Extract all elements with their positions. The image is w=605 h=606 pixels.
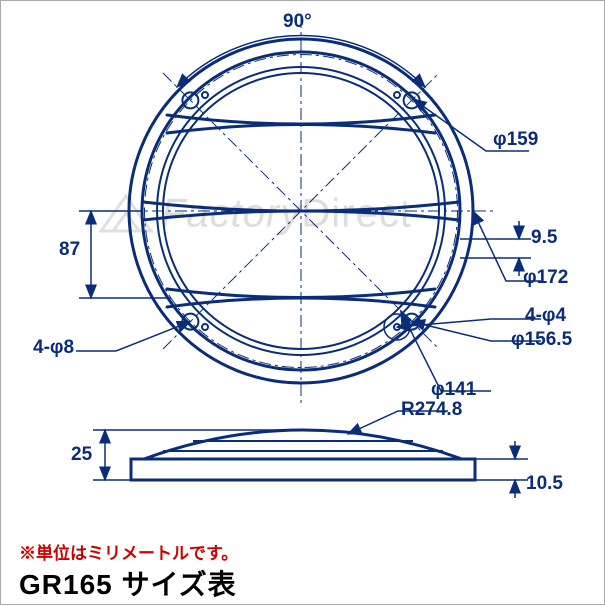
drawing-svg [1,1,605,606]
diagram-container: FactoryDirect [0,0,605,605]
dim-9-5: 9.5 [531,227,557,249]
dim-87: 87 [59,239,80,261]
dim-r2748: R274.8 [401,399,462,421]
dim-25: 25 [71,444,92,466]
dim-angle-90: 90° [283,11,312,33]
dim-dia159: φ159 [493,129,538,151]
title: GR165 サイズ表 [19,563,237,603]
front-view [76,16,541,406]
side-view [93,411,528,498]
unit-note: ※単位はミリメートルです。 [19,539,238,564]
dim-dia141: φ141 [431,379,476,401]
dim-dia1565: φ156.5 [511,329,572,351]
dim-10-5: 10.5 [526,473,563,495]
dim-4d4: 4-φ4 [525,305,566,327]
dim-dia172: φ172 [523,267,568,289]
dim-4d8: 4-φ8 [33,337,74,359]
